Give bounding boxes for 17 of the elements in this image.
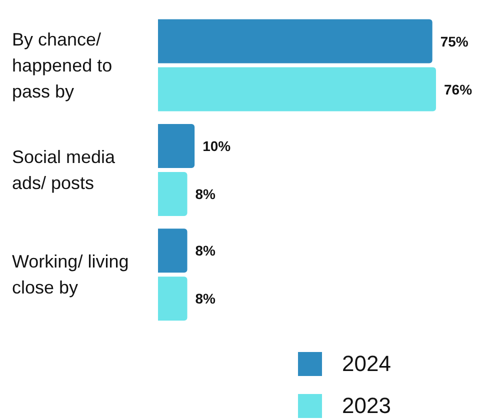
bar: [158, 67, 436, 112]
bar: [158, 19, 432, 64]
data-label: 10%: [202, 138, 232, 154]
data-label: 8%: [195, 290, 216, 307]
bar: [158, 276, 188, 321]
bar: [158, 172, 188, 216]
y-tick-label: Working/ living close by: [12, 252, 129, 298]
legend-label: 2024: [342, 351, 391, 377]
data-label: 8%: [195, 242, 216, 259]
bar: [158, 124, 195, 168]
data-label: 76%: [444, 81, 473, 98]
y-tick-label: Social media ads/ posts: [12, 147, 116, 193]
y-tick-label: By chance/ happened to pass by: [12, 29, 112, 102]
data-label: 8%: [195, 186, 216, 202]
data-label: 75%: [440, 33, 469, 50]
bar: [158, 228, 188, 273]
legend-label: 2023: [342, 393, 391, 419]
